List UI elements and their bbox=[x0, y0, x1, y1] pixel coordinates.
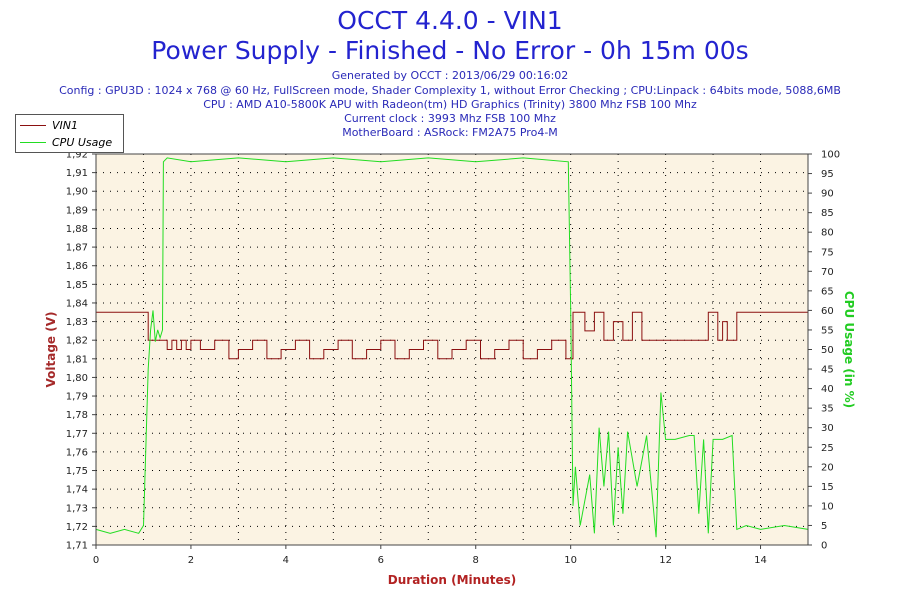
motherboard-info: MotherBoard : ASRock: FM2A75 Pro4-M bbox=[342, 126, 558, 139]
legend-item-cpu: CPU Usage bbox=[20, 135, 112, 149]
right-axis-label: CPU Usage (in %) bbox=[842, 291, 856, 408]
bottom-tick-label: 2 bbox=[188, 555, 194, 566]
left-tick-label: 1,80 bbox=[66, 373, 88, 384]
left-axis-ticks: 1,71 1,72 1,73 1,74 1,75 1,76 1,77 1,78 1,79 1,80… bbox=[66, 150, 96, 552]
bottom-axis-ticks: 0 2 4 6 8 10 12 14 bbox=[93, 545, 767, 566]
chart-subtitle: Power Supply - Finished - No Error - 0h … bbox=[151, 36, 749, 65]
bottom-tick-label: 4 bbox=[283, 555, 289, 566]
right-tick-label: 100 bbox=[821, 150, 840, 161]
plot-frame bbox=[95, 153, 809, 546]
right-tick-label: 65 bbox=[821, 286, 834, 297]
right-tick-label: 10 bbox=[821, 501, 834, 512]
right-tick-label: 5 bbox=[821, 521, 827, 532]
right-tick-label: 60 bbox=[821, 306, 834, 317]
right-tick-label: 90 bbox=[821, 189, 834, 200]
chart-title: OCCT 4.4.0 - VIN1 bbox=[337, 6, 563, 35]
left-tick-label: 1,86 bbox=[66, 261, 88, 272]
left-tick-label: 1,91 bbox=[66, 168, 88, 179]
right-tick-label: 80 bbox=[821, 228, 834, 239]
right-tick-label: 45 bbox=[821, 365, 834, 376]
series-line-cpu-usage bbox=[95, 157, 809, 538]
legend-line-cpu bbox=[20, 141, 46, 143]
cpu-info: CPU : AMD A10-5800K APU with Radeon(tm) … bbox=[203, 98, 697, 111]
right-tick-label: 35 bbox=[821, 404, 834, 415]
bottom-tick-label: 10 bbox=[564, 555, 577, 566]
right-tick-label: 70 bbox=[821, 267, 834, 278]
left-tick-label: 1,72 bbox=[66, 522, 88, 533]
left-tick-label: 1,87 bbox=[66, 243, 88, 254]
left-tick-label: 1,78 bbox=[66, 410, 88, 421]
left-tick-label: 1,71 bbox=[66, 541, 88, 552]
left-tick-label: 1,83 bbox=[66, 317, 88, 328]
config-info: Config : GPU3D : 1024 x 768 @ 60 Hz, Ful… bbox=[59, 84, 841, 97]
bottom-tick-label: 8 bbox=[473, 555, 479, 566]
right-tick-label: 75 bbox=[821, 247, 834, 258]
bottom-tick-label: 0 bbox=[93, 555, 99, 566]
right-tick-label: 25 bbox=[821, 443, 834, 454]
legend: VIN1 CPU Usage bbox=[15, 114, 124, 153]
right-tick-label: 15 bbox=[821, 482, 834, 493]
bottom-tick-label: 12 bbox=[659, 555, 672, 566]
left-tick-label: 1,92 bbox=[66, 150, 88, 161]
right-axis-ticks: 0 5 10 15 20 25 30 35 40 45 50 55 60 65 70 75 80 85 90 95 10… bbox=[808, 150, 840, 552]
generated-info: Generated by OCCT : 2013/06/29 00:16:02 bbox=[331, 69, 569, 82]
left-tick-label: 1,79 bbox=[66, 392, 88, 403]
right-tick-label: 55 bbox=[821, 325, 834, 336]
left-tick-label: 1,90 bbox=[66, 187, 88, 198]
legend-label-vin1: VIN1 bbox=[52, 118, 78, 132]
series-group bbox=[95, 157, 809, 538]
left-tick-label: 1,75 bbox=[66, 466, 88, 477]
right-tick-label: 30 bbox=[821, 423, 834, 434]
right-tick-label: 20 bbox=[821, 462, 834, 473]
left-tick-label: 1,89 bbox=[66, 205, 88, 216]
left-axis-label: Voltage (V) bbox=[44, 312, 58, 388]
right-tick-label: 0 bbox=[821, 541, 827, 552]
left-tick-label: 1,88 bbox=[66, 224, 88, 235]
right-tick-label: 40 bbox=[821, 384, 834, 395]
left-tick-label: 1,76 bbox=[66, 447, 88, 458]
legend-item-vin1: VIN1 bbox=[20, 118, 78, 132]
bottom-tick-label: 14 bbox=[754, 555, 767, 566]
legend-line-vin1 bbox=[20, 124, 46, 126]
left-tick-label: 1,77 bbox=[66, 429, 88, 440]
bottom-axis-label: Duration (Minutes) bbox=[388, 573, 516, 587]
left-tick-label: 1,82 bbox=[66, 336, 88, 347]
left-tick-label: 1,73 bbox=[66, 503, 88, 514]
right-tick-label: 95 bbox=[821, 169, 834, 180]
clock-info: Current clock : 3993 Mhz FSB 100 Mhz bbox=[344, 112, 556, 125]
series-line-vin1 bbox=[96, 311, 808, 360]
left-tick-label: 1,84 bbox=[66, 298, 88, 309]
left-tick-label: 1,81 bbox=[66, 354, 88, 365]
bottom-tick-label: 6 bbox=[378, 555, 384, 566]
right-tick-label: 85 bbox=[821, 208, 834, 219]
legend-label-cpu: CPU Usage bbox=[52, 135, 113, 149]
left-tick-label: 1,85 bbox=[66, 280, 88, 291]
right-tick-label: 50 bbox=[821, 345, 834, 356]
left-tick-label: 1,74 bbox=[66, 485, 88, 496]
